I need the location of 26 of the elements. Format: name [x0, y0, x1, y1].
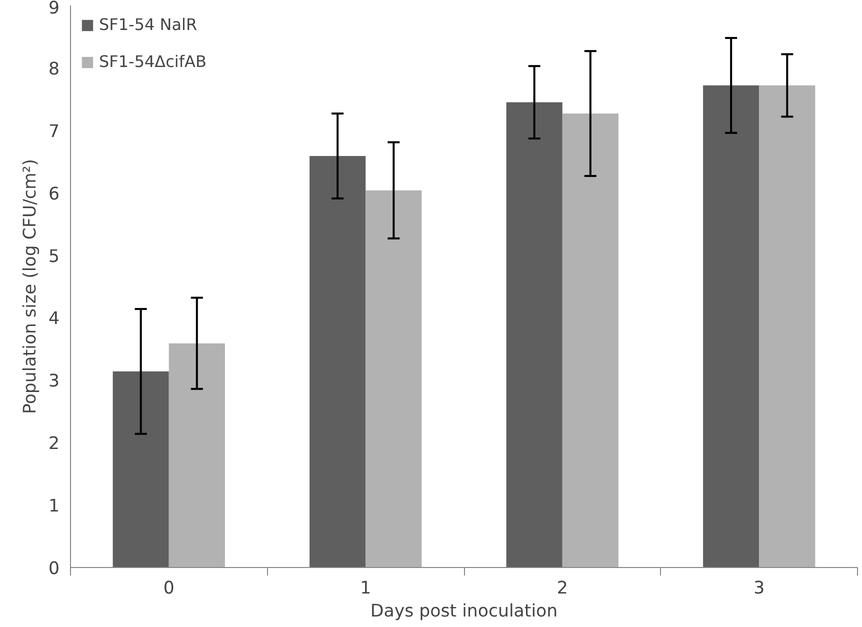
y-tick-label: 3	[48, 372, 60, 392]
y-tick-label: 4	[48, 309, 60, 330]
bar	[168, 343, 225, 568]
y-tick-label: 6	[48, 184, 60, 204]
x-tick-label: 0	[163, 578, 174, 598]
y-tick-label: 1	[48, 496, 60, 517]
x-tick-label: 1	[360, 578, 372, 598]
bar	[112, 371, 169, 568]
bar	[759, 85, 816, 568]
x-tick-label: 3	[754, 578, 765, 598]
bar	[310, 156, 366, 568]
bar	[562, 114, 618, 568]
legend-label: SF1-54 NalR	[99, 15, 198, 34]
bar	[703, 85, 760, 568]
bar	[366, 190, 422, 568]
legend-label: SF1-54ΔcifAB	[99, 52, 206, 71]
bar	[506, 102, 562, 568]
x-tick-label: 2	[556, 578, 568, 598]
y-tick-label: 5	[48, 246, 60, 267]
y-tick-label: 8	[48, 59, 60, 80]
x-axis-title: Days post inoculation	[370, 602, 558, 622]
y-axis-title: Population size (log CFU/cm²)	[20, 158, 40, 414]
y-tick-label: 7	[48, 122, 60, 142]
y-tick-label: 9	[48, 0, 60, 18]
y-tick-label: 0	[48, 559, 60, 579]
y-tick-label: 2	[48, 434, 60, 454]
